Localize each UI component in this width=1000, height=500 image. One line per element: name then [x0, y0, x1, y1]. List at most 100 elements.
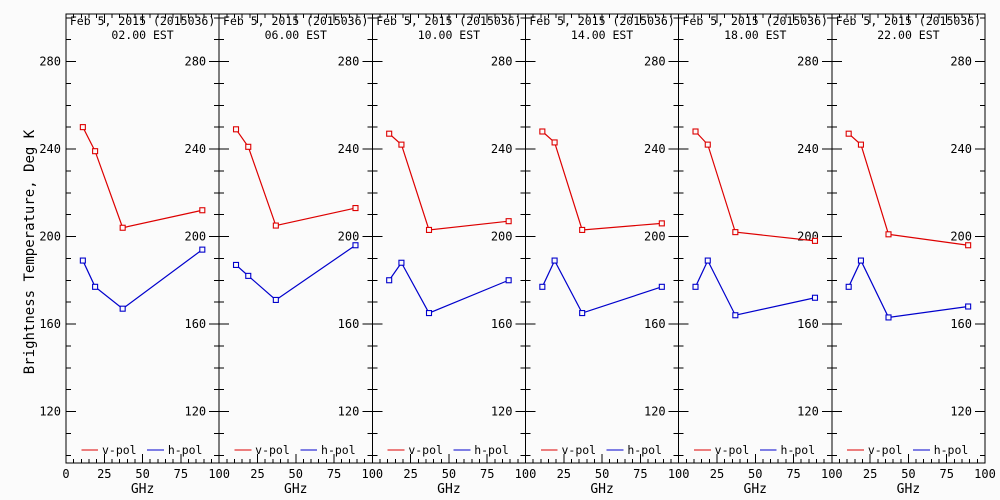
y-tick-label: 160: [338, 317, 360, 331]
v-pol-line: [235, 128, 356, 227]
data-point-marker: [119, 305, 126, 312]
data-point-marker: [692, 283, 699, 290]
data-point-marker: [386, 277, 393, 284]
x-tick-label: 25: [97, 467, 111, 481]
panel-title: Feb 5, 2015 (2015036): [683, 14, 828, 28]
x-tick-label: 25: [557, 467, 571, 481]
y-tick-label: 240: [491, 142, 513, 156]
legend-h-label: h-pol: [474, 443, 509, 457]
x-tick-label: 75: [327, 467, 341, 481]
data-point-marker: [199, 246, 206, 253]
x-tick-label: 75: [939, 467, 953, 481]
data-point-marker: [965, 303, 972, 310]
data-point-marker: [732, 312, 739, 319]
data-point-marker: [398, 259, 405, 266]
legend-v-label: v-pol: [561, 443, 596, 457]
panel-title: Feb 5, 2015 (2015036): [223, 14, 368, 28]
data-point-marker: [245, 272, 252, 279]
y-tick-label: 280: [950, 55, 972, 69]
data-point-marker: [119, 224, 126, 231]
y-tick-label: 240: [950, 142, 972, 156]
y-tick-label: 240: [39, 142, 61, 156]
data-point-marker: [704, 141, 711, 148]
y-tick-label: 280: [39, 55, 61, 69]
panel-title: Feb 5, 2015 (2015036): [70, 14, 215, 28]
y-tick-label: 160: [184, 317, 206, 331]
data-point-marker: [845, 283, 852, 290]
y-tick-label: 160: [491, 317, 513, 331]
v-pol-line: [541, 131, 662, 231]
y-tick-label: 200: [184, 230, 206, 244]
panel-title: Feb 5, 2015 (2015036): [529, 14, 674, 28]
legend-h-label: h-pol: [321, 443, 356, 457]
data-point-marker: [539, 128, 546, 135]
v-pol-line: [848, 133, 969, 246]
panel-subtitle: 22.00 EST: [877, 28, 939, 42]
data-point-marker: [272, 222, 279, 229]
data-point-marker: [885, 231, 892, 238]
data-point-marker: [857, 257, 864, 264]
panel-subtitle: 02.00 EST: [111, 28, 173, 42]
legend-v-label: v-pol: [255, 443, 290, 457]
legend-h-label: h-pol: [627, 443, 662, 457]
data-point-marker: [425, 310, 433, 317]
y-tick-label: 200: [950, 230, 972, 244]
panel-subtitle: 18.00 EST: [724, 28, 786, 42]
x-tick-label: 75: [786, 467, 800, 481]
data-point-marker: [551, 257, 558, 264]
legend-v-label: v-pol: [868, 443, 903, 457]
h-pol-line: [694, 259, 816, 316]
x-axis-title: GHz: [897, 482, 920, 497]
y-tick-label: 200: [491, 230, 513, 244]
y-tick-label: 240: [184, 142, 206, 156]
x-tick-label: 25: [710, 467, 724, 481]
y-tick-label: 160: [950, 317, 972, 331]
panel-subtitle: 10.00 EST: [418, 28, 480, 42]
y-tick-label: 120: [797, 405, 819, 419]
data-point-marker: [505, 277, 512, 284]
y-tick-label: 280: [644, 55, 666, 69]
data-point-marker: [352, 242, 359, 249]
x-tick-label: 50: [289, 467, 303, 481]
data-point-marker: [92, 283, 99, 290]
data-point-marker: [425, 226, 433, 233]
y-tick-label: 280: [184, 55, 206, 69]
x-tick-label: 100: [821, 467, 843, 481]
x-tick-label: 75: [480, 467, 494, 481]
data-point-marker: [579, 226, 586, 233]
panel-title: Feb 5, 2015 (2015036): [376, 14, 521, 28]
data-point-marker: [965, 242, 972, 249]
panel-subtitle: 14.00 EST: [571, 28, 633, 42]
data-point-marker: [505, 218, 512, 225]
x-tick-label: 100: [361, 467, 383, 481]
y-tick-label: 280: [491, 55, 513, 69]
y-tick-label: 280: [338, 55, 360, 69]
x-tick-label: 50: [901, 467, 915, 481]
x-tick-label: 25: [403, 467, 417, 481]
data-point-marker: [92, 148, 99, 155]
y-tick-label: 240: [644, 142, 666, 156]
data-point-marker: [704, 257, 711, 264]
h-pol-line: [235, 244, 356, 301]
x-tick-label: 75: [174, 467, 188, 481]
legend-h-label: h-pol: [934, 443, 969, 457]
data-point-marker: [811, 237, 819, 244]
data-point-marker: [398, 141, 405, 148]
data-point-marker: [885, 314, 892, 321]
y-tick-label: 200: [644, 230, 666, 244]
v-pol-line: [695, 131, 816, 242]
y-tick-label: 120: [491, 405, 513, 419]
y-tick-label: 120: [644, 405, 666, 419]
data-point-marker: [539, 283, 546, 290]
y-tick-label: 240: [797, 142, 819, 156]
legend-v-label: v-pol: [408, 443, 443, 457]
x-tick-label: 100: [515, 467, 537, 481]
data-point-marker: [658, 283, 665, 290]
data-point-marker: [845, 130, 852, 137]
panel-subtitle: 06.00 EST: [265, 28, 327, 42]
legend-v-label: v-pol: [715, 443, 750, 457]
legend-h-label: h-pol: [168, 443, 203, 457]
x-tick-label: 0: [62, 467, 69, 481]
data-point-marker: [79, 124, 86, 131]
